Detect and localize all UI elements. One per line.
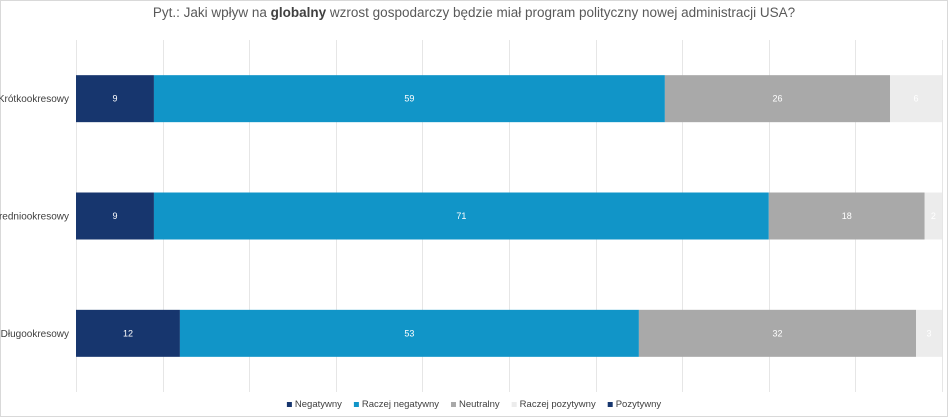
- legend-item: Negatywny: [286, 399, 342, 410]
- bar-segment: [924, 192, 942, 240]
- data-label: 2: [931, 211, 936, 221]
- bar-segment: [768, 192, 925, 240]
- bar-segment: [76, 192, 154, 240]
- category-labels: Krótkookresowy Średniookresowy Długookreso…: [0, 94, 69, 340]
- data-label: 9: [112, 94, 117, 104]
- data-label: 12: [123, 328, 133, 338]
- data-label: 71: [456, 211, 466, 221]
- bar-segment: [76, 309, 180, 357]
- data-label: 26: [772, 94, 782, 104]
- category-label: Długookresowy: [1, 329, 69, 340]
- data-label: 18: [842, 211, 852, 221]
- data-label: 3: [927, 328, 932, 338]
- legend-label: Negatywny: [295, 399, 342, 410]
- category-label: Krótkookresowy: [0, 94, 69, 105]
- legend-item: Neutralny: [451, 399, 500, 410]
- legend-swatch: [286, 402, 292, 407]
- category-label: Średniookresowy: [0, 210, 69, 223]
- legend-swatch: [511, 402, 517, 407]
- legend: Negatywny Raczej negatywny Neutralny Raczej…: [286, 399, 662, 410]
- chart-title: Pyt.: Jaki wpływ na globalny wzrost gosp…: [153, 5, 795, 20]
- bar-segment: [153, 75, 665, 123]
- bar-segment: [664, 75, 891, 123]
- title-part: globalny: [271, 5, 327, 20]
- legend-label: Pozytywny: [616, 399, 662, 410]
- bar-segment: [179, 309, 639, 357]
- legend-item: Raczej negatywny: [353, 399, 439, 410]
- bar-segment: [890, 75, 942, 123]
- legend-swatch: [607, 402, 613, 407]
- bar-segment: [916, 309, 942, 357]
- bar-segment: [638, 309, 917, 357]
- legend-item: Pozytywny: [607, 399, 662, 410]
- data-label: 6: [914, 94, 919, 104]
- legend-label: Raczej pozytywny: [520, 399, 596, 410]
- bar-segment: [153, 192, 769, 240]
- legend-label: Raczej negatywny: [362, 399, 439, 410]
- data-label: 59: [404, 94, 414, 104]
- data-label: 9: [112, 211, 117, 221]
- bars: 9 59 26 6 9 71 18 2 12 53 32 3: [76, 75, 942, 357]
- title-part: Pyt.: Jaki wpływ na: [153, 5, 271, 20]
- bar-segment: [76, 75, 154, 123]
- title-part: wzrost gospodarczy będzie miał program p…: [326, 5, 795, 20]
- legend-swatch: [353, 402, 359, 407]
- legend-label: Neutralny: [459, 399, 500, 410]
- data-label: 53: [404, 328, 414, 338]
- legend-item: Raczej pozytywny: [511, 399, 596, 410]
- data-label: 32: [772, 328, 782, 338]
- legend-swatch: [451, 402, 456, 407]
